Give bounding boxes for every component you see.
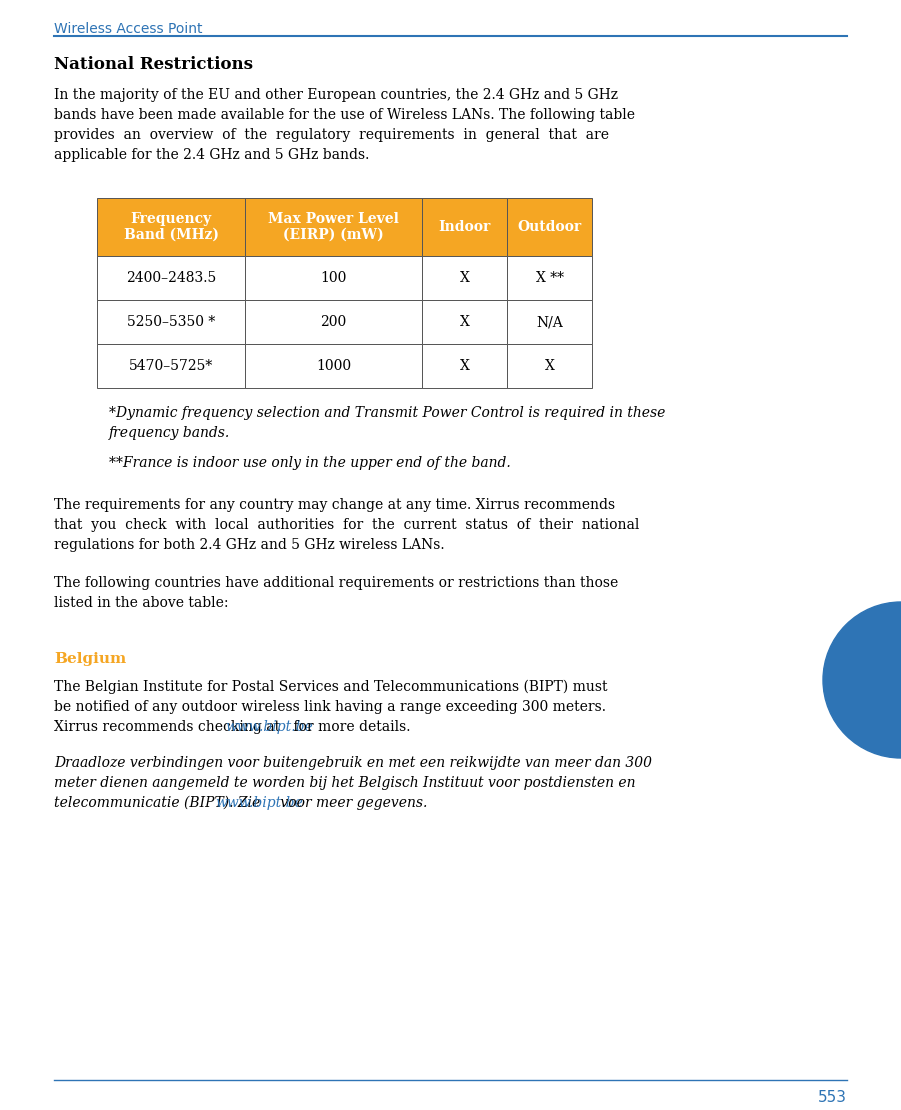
Text: X: X bbox=[544, 359, 554, 373]
Text: listed in the above table:: listed in the above table: bbox=[54, 596, 229, 611]
Bar bbox=[422, 344, 507, 388]
Bar bbox=[97, 344, 245, 388]
Text: regulations for both 2.4 GHz and 5 GHz wireless LANs.: regulations for both 2.4 GHz and 5 GHz w… bbox=[54, 538, 444, 552]
Text: Draadloze verbindingen voor buitengebruik en met een reikwijdte van meer dan 300: Draadloze verbindingen voor buitengebrui… bbox=[54, 756, 652, 770]
Bar bbox=[245, 198, 422, 256]
Text: applicable for the 2.4 GHz and 5 GHz bands.: applicable for the 2.4 GHz and 5 GHz ban… bbox=[54, 148, 369, 162]
Text: **France is indoor use only in the upper end of the band.: **France is indoor use only in the upper… bbox=[109, 456, 511, 470]
Text: X: X bbox=[460, 271, 469, 285]
Text: X: X bbox=[460, 359, 469, 373]
Bar bbox=[97, 198, 245, 256]
Bar bbox=[422, 256, 507, 300]
Text: 200: 200 bbox=[321, 315, 347, 329]
Text: meter dienen aangemeld te worden bij het Belgisch Instituut voor postdiensten en: meter dienen aangemeld te worden bij het… bbox=[54, 776, 635, 790]
Text: Belgium: Belgium bbox=[54, 652, 126, 666]
Text: Xirrus recommends checking at: Xirrus recommends checking at bbox=[54, 720, 285, 734]
Bar bbox=[507, 256, 592, 300]
Text: frequency bands.: frequency bands. bbox=[109, 426, 231, 440]
Text: In the majority of the EU and other European countries, the 2.4 GHz and 5 GHz: In the majority of the EU and other Euro… bbox=[54, 88, 618, 102]
Text: 2400–2483.5: 2400–2483.5 bbox=[126, 271, 216, 285]
Text: The requirements for any country may change at any time. Xirrus recommends: The requirements for any country may cha… bbox=[54, 498, 615, 512]
Text: that  you  check  with  local  authorities  for  the  current  status  of  their: that you check with local authorities fo… bbox=[54, 518, 640, 532]
Text: X: X bbox=[460, 315, 469, 329]
Text: provides  an  overview  of  the  regulatory  requirements  in  general  that  ar: provides an overview of the regulatory r… bbox=[54, 128, 609, 142]
Text: Frequency
Band (MHz): Frequency Band (MHz) bbox=[123, 212, 219, 242]
Text: 553: 553 bbox=[818, 1090, 847, 1104]
Bar bbox=[245, 344, 422, 388]
Text: voor meer gegevens.: voor meer gegevens. bbox=[276, 796, 427, 810]
Text: for more details.: for more details. bbox=[288, 720, 410, 734]
Text: www.bipt.be: www.bipt.be bbox=[225, 720, 314, 734]
Bar bbox=[422, 300, 507, 344]
Bar bbox=[97, 256, 245, 300]
Bar bbox=[422, 198, 507, 256]
Text: The Belgian Institute for Postal Services and Telecommunications (BIPT) must: The Belgian Institute for Postal Service… bbox=[54, 680, 607, 695]
Text: 100: 100 bbox=[321, 271, 347, 285]
Bar bbox=[507, 344, 592, 388]
Bar bbox=[97, 300, 245, 344]
Text: 1000: 1000 bbox=[316, 359, 351, 373]
Text: www.bipt.be: www.bipt.be bbox=[215, 796, 303, 810]
Text: 5250–5350 *: 5250–5350 * bbox=[127, 315, 215, 329]
Text: telecommunicatie (BIPT). Zie: telecommunicatie (BIPT). Zie bbox=[54, 796, 265, 810]
Text: bands have been made available for the use of Wireless LANs. The following table: bands have been made available for the u… bbox=[54, 108, 635, 122]
Text: be notified of any outdoor wireless link having a range exceeding 300 meters.: be notified of any outdoor wireless link… bbox=[54, 700, 606, 714]
Text: *Dynamic frequency selection and Transmit Power Control is required in these: *Dynamic frequency selection and Transmi… bbox=[109, 406, 665, 420]
Text: N/A: N/A bbox=[536, 315, 563, 329]
Text: Indoor: Indoor bbox=[439, 220, 491, 234]
Bar bbox=[507, 198, 592, 256]
Text: 5470–5725*: 5470–5725* bbox=[129, 359, 214, 373]
Bar bbox=[507, 300, 592, 344]
Bar bbox=[245, 256, 422, 300]
Text: Max Power Level
(EIRP) (mW): Max Power Level (EIRP) (mW) bbox=[268, 212, 399, 242]
Text: The following countries have additional requirements or restrictions than those: The following countries have additional … bbox=[54, 576, 618, 591]
Bar bbox=[245, 300, 422, 344]
Text: National Restrictions: National Restrictions bbox=[54, 56, 253, 73]
Text: X **: X ** bbox=[535, 271, 563, 285]
Text: Wireless Access Point: Wireless Access Point bbox=[54, 22, 203, 36]
Circle shape bbox=[823, 602, 901, 758]
Text: Outdoor: Outdoor bbox=[517, 220, 581, 234]
